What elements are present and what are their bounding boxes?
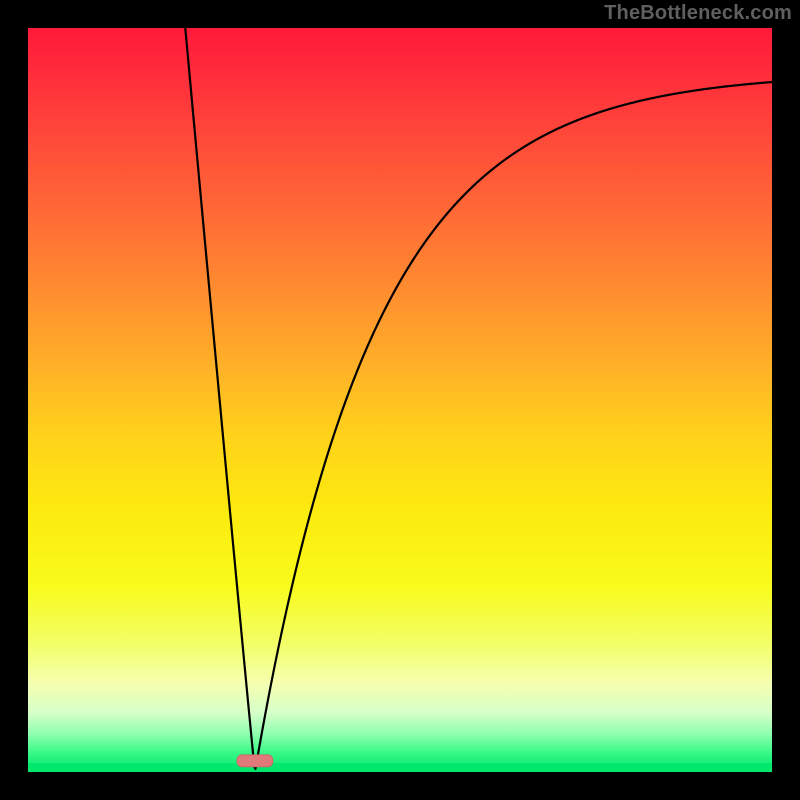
plot-area bbox=[28, 28, 772, 772]
watermark-text: TheBottleneck.com bbox=[604, 2, 792, 25]
gradient-background bbox=[28, 28, 772, 772]
optimum-marker bbox=[237, 755, 273, 767]
stage: TheBottleneck.com bbox=[0, 0, 800, 800]
plot-svg bbox=[28, 28, 772, 772]
bottom-band bbox=[28, 763, 772, 772]
